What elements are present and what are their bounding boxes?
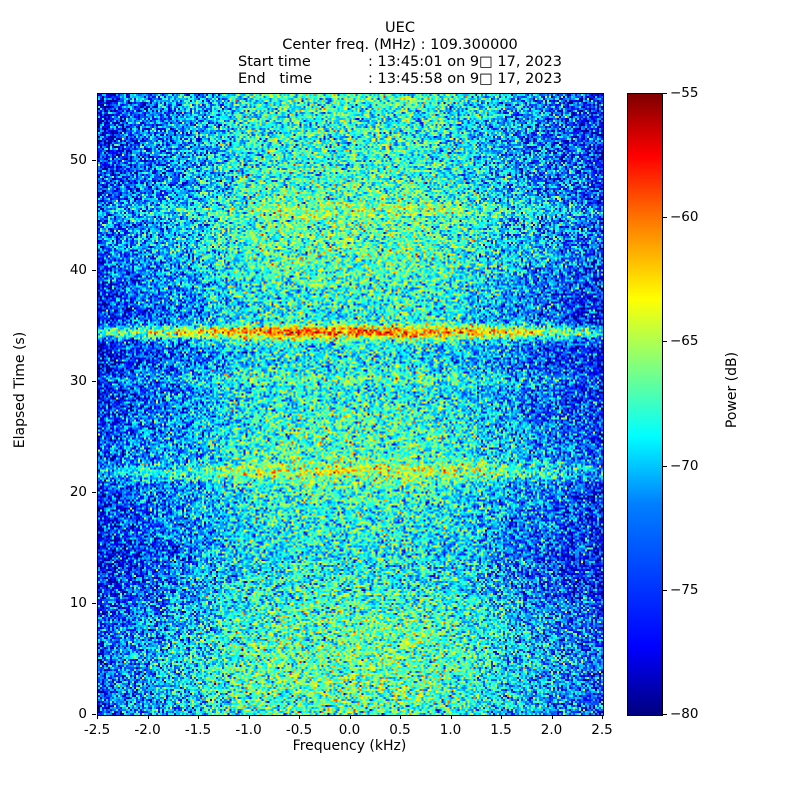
colorbar xyxy=(627,93,663,716)
x-tick-mark xyxy=(450,715,452,719)
colorbar-label: Power (dB) xyxy=(724,351,740,429)
title-end-value: : 13:45:58 on 9□ 17, 2023 xyxy=(367,71,562,87)
y-tick-label: 30 xyxy=(69,373,87,390)
colorbar-tick-mark xyxy=(663,714,667,715)
colorbar-tick-mark xyxy=(663,341,667,343)
x-tick-mark xyxy=(198,715,199,719)
colorbar-tick-label: −65 xyxy=(670,333,699,350)
title-center-freq: Center freq. (MHz) : 109.300000 xyxy=(282,37,518,53)
colorbar-tick-label: −75 xyxy=(670,581,699,598)
y-tick-label: 50 xyxy=(69,151,87,168)
spectrogram-image xyxy=(98,94,603,715)
x-tick-mark xyxy=(551,715,553,719)
colorbar-tick-label: −60 xyxy=(670,209,699,226)
x-tick-mark xyxy=(248,715,250,719)
colorbar-tick-label: −80 xyxy=(670,706,699,722)
figure-title-block: UEC Center freq. (MHz) : 109.300000 Star… xyxy=(0,20,800,88)
title-end-label: End time xyxy=(237,71,313,87)
title-station: UEC xyxy=(385,20,415,36)
y-tick-mark xyxy=(92,603,96,605)
y-tick-label: 10 xyxy=(69,595,87,612)
title-end-time: End time : 13:45:58 on 9□ 17, 2023 xyxy=(0,71,800,88)
title-start-time: Start time : 13:45:01 on 9□ 17, 2023 xyxy=(0,54,800,71)
x-tick-label: 0.5 xyxy=(389,722,411,738)
x-tick-label: 2.0 xyxy=(540,722,563,738)
y-tick-mark xyxy=(92,159,96,161)
colorbar-tick-mark xyxy=(663,217,667,219)
x-tick-label: -1.5 xyxy=(184,722,212,738)
y-tick-mark xyxy=(92,270,96,272)
x-tick-label: 1.0 xyxy=(439,722,462,738)
x-tick-mark xyxy=(299,715,300,719)
y-tick-label: 0 xyxy=(78,706,87,722)
x-tick-label: -2.5 xyxy=(83,722,111,738)
colorbar-tick-mark xyxy=(663,465,667,467)
y-tick-mark xyxy=(92,381,96,383)
title-start-value: : 13:45:01 on 9□ 17, 2023 xyxy=(367,54,562,70)
x-tick-label: 1.5 xyxy=(490,722,512,738)
x-tick-mark xyxy=(400,715,401,719)
x-tick-mark xyxy=(602,715,603,719)
y-tick-label: 20 xyxy=(69,484,87,501)
y-tick-mark xyxy=(92,492,96,494)
x-tick-mark xyxy=(501,715,502,719)
x-tick-label: -1.0 xyxy=(235,722,262,738)
colorbar-tick-label: −55 xyxy=(670,85,699,101)
x-axis-label: Frequency (kHz) xyxy=(292,738,407,754)
colorbar-tick-mark xyxy=(663,93,667,94)
x-tick-label: -2.0 xyxy=(134,722,161,738)
x-tick-mark xyxy=(349,715,351,719)
colorbar-tick-mark xyxy=(663,589,667,591)
x-tick-mark xyxy=(97,715,98,719)
x-tick-mark xyxy=(147,715,149,719)
x-tick-label: 2.5 xyxy=(591,722,613,738)
colorbar-gradient xyxy=(628,94,662,715)
title-start-label: Start time xyxy=(237,54,311,70)
colorbar-tick-label: −70 xyxy=(670,457,699,474)
y-tick-mark xyxy=(92,714,96,715)
spectrogram-axes xyxy=(97,93,604,716)
x-tick-label: 0.0 xyxy=(338,722,361,738)
x-tick-label: -0.5 xyxy=(285,722,313,738)
y-tick-label: 40 xyxy=(69,262,87,279)
y-axis-label: Elapsed Time (s) xyxy=(12,331,28,449)
